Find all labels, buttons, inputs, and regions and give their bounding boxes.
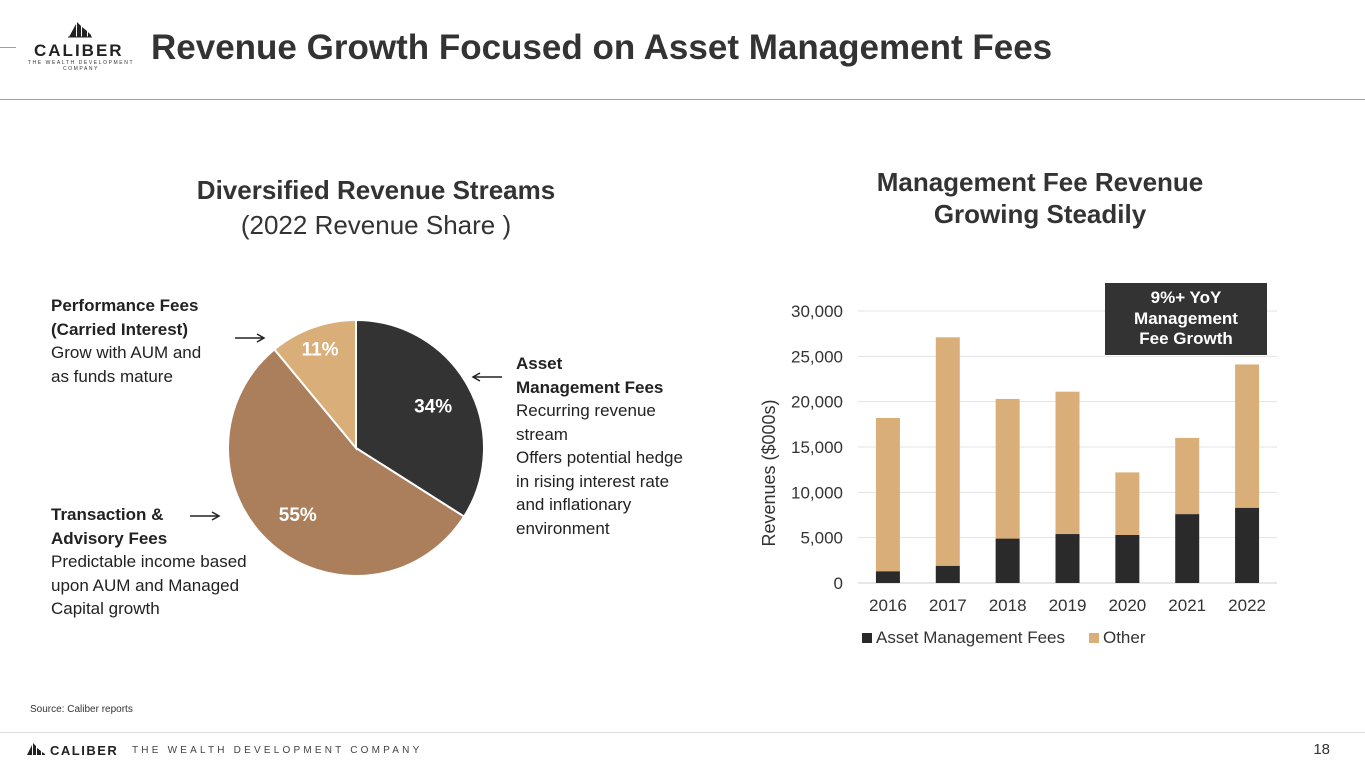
annotation-transaction-line2: upon AUM and Managed bbox=[51, 575, 240, 595]
page-title: Revenue Growth Focused on Asset Manageme… bbox=[151, 28, 1053, 67]
yoy-growth-callout: 9%+ YoY Management Fee Growth bbox=[1105, 283, 1267, 355]
caliber-footer-logo-icon bbox=[27, 743, 45, 755]
x-tick-label: 2018 bbox=[989, 596, 1027, 615]
annotation-transaction-line1: Predictable income based bbox=[51, 552, 247, 571]
yoy-line1: 9%+ YoY bbox=[1150, 288, 1222, 308]
y-tick-label: 15,000 bbox=[791, 438, 843, 457]
bar-asset-management-2018 bbox=[995, 538, 1020, 583]
bar-asset-management-2017 bbox=[935, 565, 960, 583]
bar-other-2022 bbox=[1235, 364, 1260, 508]
annotation-asset-line6: environment bbox=[516, 518, 610, 538]
y-tick-label: 30,000 bbox=[791, 302, 843, 321]
bar-other-2019 bbox=[1055, 391, 1080, 535]
legend-item-asset-management: Asset Management Fees bbox=[862, 628, 1065, 648]
bar-other-2016 bbox=[875, 417, 900, 572]
bar-asset-management-2016 bbox=[875, 571, 900, 583]
annotation-asset-title1: Asset bbox=[516, 354, 563, 373]
y-tick-label: 0 bbox=[834, 574, 843, 593]
header-divider bbox=[0, 99, 1365, 100]
footer-brand: CALIBER bbox=[50, 743, 119, 758]
bar-other-2021 bbox=[1175, 437, 1200, 515]
annotation-asset-line4: in rising interest rate bbox=[516, 471, 670, 491]
legend-swatch-asset-management bbox=[862, 633, 872, 643]
annotation-asset-management-fees: Asset Management Fees Recurring revenue … bbox=[516, 352, 683, 540]
bar-chart-title-line2: Growing Steadily bbox=[933, 199, 1147, 229]
pie-label-asset-management: 34% bbox=[414, 397, 452, 418]
bar-chart-title-line1: Management Fee Revenue bbox=[876, 167, 1204, 197]
pie-slice-transaction-advisory bbox=[227, 347, 466, 577]
pie-label-transaction-advisory: 55% bbox=[279, 505, 317, 526]
y-tick-label: 25,000 bbox=[791, 347, 843, 366]
annotation-asset-line3: Offers potential hedge bbox=[516, 448, 683, 467]
bar-other-2020 bbox=[1115, 472, 1140, 535]
y-axis-label: Revenues ($000s) bbox=[759, 399, 779, 546]
annotation-performance-line2: as funds mature bbox=[51, 366, 173, 386]
bar-other-2017 bbox=[935, 337, 960, 566]
management-fee-bar-chart: 0 5,000 10,000 15,000 20,000 25,000 30,000 201… bbox=[759, 302, 1277, 615]
annotation-transaction-line3: Capital growth bbox=[51, 599, 160, 618]
x-tick-label: 2016 bbox=[869, 596, 907, 615]
yoy-line3: Fee Growth bbox=[1139, 329, 1233, 349]
source-note: Source: Caliber reports bbox=[30, 704, 133, 715]
pie-chart-title: Diversified Revenue Streams bbox=[196, 175, 556, 205]
annotation-asset-line5: and inflationary bbox=[516, 495, 632, 514]
arrow-left-icon bbox=[471, 372, 502, 382]
x-tick-label: 2022 bbox=[1228, 596, 1266, 615]
caliber-logo-icon bbox=[68, 22, 92, 38]
pie-slice-performance bbox=[273, 318, 357, 451]
bar-other-2018 bbox=[995, 398, 1020, 539]
y-tick-label: 5,000 bbox=[800, 529, 843, 548]
annotation-performance-fees: Performance Fees (Carried Interest) Grow… bbox=[51, 294, 201, 388]
footer-tagline: THE WEALTH DEVELOPMENT COMPANY bbox=[132, 745, 423, 756]
y-tick-label: 10,000 bbox=[791, 483, 843, 502]
annotation-asset-title2: Management Fees bbox=[516, 377, 664, 397]
annotation-transaction-title1: Transaction & bbox=[51, 505, 164, 524]
annotation-asset-line2: stream bbox=[516, 424, 568, 444]
pie-label-performance: 11% bbox=[302, 339, 339, 360]
bar-asset-management-2022 bbox=[1235, 507, 1260, 583]
y-tick-label: 20,000 bbox=[791, 393, 843, 412]
x-tick-label: 2019 bbox=[1049, 596, 1087, 615]
header-accent-tick bbox=[0, 47, 16, 48]
annotation-performance-title1: Performance Fees bbox=[51, 296, 199, 315]
x-tick-label: 2017 bbox=[929, 596, 967, 615]
revenue-share-pie-chart: 34% 55% 11% bbox=[227, 318, 485, 577]
arrow-right-icon bbox=[235, 333, 266, 343]
logo-tagline: THE WEALTH DEVELOPMENT COMPANY bbox=[27, 60, 135, 72]
logo-wordmark: CALIBER bbox=[34, 41, 124, 60]
arrow-right-icon bbox=[190, 511, 221, 521]
pie-chart-subtitle: (2022 Revenue Share ) bbox=[240, 210, 512, 240]
legend-swatch-other bbox=[1088, 633, 1099, 643]
legend-label-other: Other bbox=[1102, 628, 1146, 647]
bar-asset-management-2021 bbox=[1175, 514, 1200, 583]
annotation-transaction-fees: Transaction & Advisory Fees Predictable … bbox=[51, 503, 247, 621]
legend-item-other: Other bbox=[1088, 628, 1146, 648]
bar-asset-management-2019 bbox=[1055, 534, 1080, 583]
footer-divider bbox=[0, 732, 1365, 733]
annotation-performance-line1: Grow with AUM and bbox=[51, 343, 202, 362]
x-tick-label: 2021 bbox=[1168, 596, 1206, 615]
bar-asset-management-2020 bbox=[1115, 534, 1140, 583]
annotation-asset-line1: Recurring revenue bbox=[516, 401, 656, 420]
legend-label-asset-management: Asset Management Fees bbox=[876, 628, 1065, 647]
bar-chart-legend: Asset Management Fees Other bbox=[862, 628, 1170, 648]
yoy-line2: Management bbox=[1134, 308, 1238, 328]
annotation-performance-title2: (Carried Interest) bbox=[51, 319, 188, 339]
x-tick-label: 2020 bbox=[1108, 596, 1146, 615]
annotation-transaction-title2: Advisory Fees bbox=[51, 528, 168, 548]
page-number: 18 bbox=[1313, 741, 1330, 758]
